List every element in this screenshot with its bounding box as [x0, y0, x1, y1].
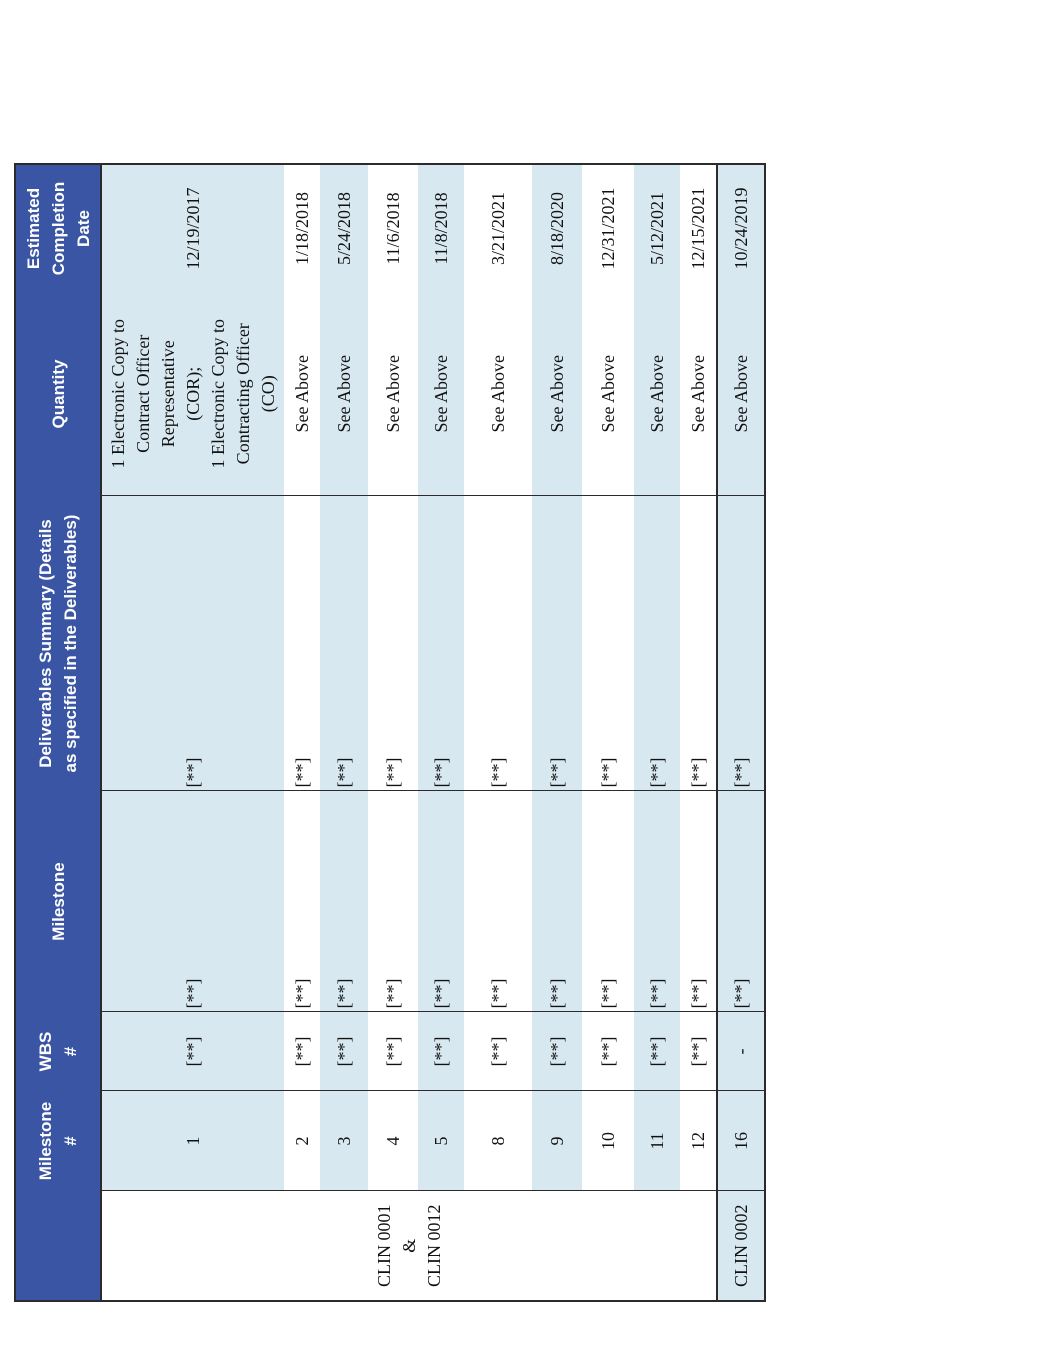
- completion-date-cell: 5/24/2018: [320, 164, 368, 292]
- milestone-number-cell: 2: [284, 1091, 320, 1191]
- deliverables-cell: [**]: [101, 496, 284, 791]
- milestone-cell: [**]: [101, 791, 284, 1012]
- wbs-cell: [**]: [368, 1012, 418, 1091]
- completion-date-cell: 5/12/2021: [634, 164, 680, 292]
- milestone-number-cell: 3: [320, 1091, 368, 1191]
- milestone-cell: [**]: [284, 791, 320, 1012]
- deliverables-cell: [**]: [284, 496, 320, 791]
- wbs-cell: [**]: [464, 1012, 532, 1091]
- completion-date-cell: 11/8/2018: [418, 164, 464, 292]
- table-row: CLIN 0001 & CLIN 0012 1 [**] [**] [**] 1…: [101, 164, 717, 1301]
- table-row: 5 [**] [**] [**] See Above 11/8/2018: [418, 164, 464, 1301]
- wbs-cell: [**]: [320, 1012, 368, 1091]
- rotated-table-wrapper: Milestone # WBS # Milestone Deliverables…: [14, 163, 766, 1302]
- deliverables-cell: [**]: [532, 496, 582, 791]
- wbs-cell: [**]: [680, 1012, 717, 1091]
- wbs-cell: [**]: [101, 1012, 284, 1091]
- wbs-cell: [**]: [284, 1012, 320, 1091]
- table-row: 3 [**] [**] [**] See Above 5/24/2018: [320, 164, 368, 1301]
- deliverables-cell: [**]: [680, 496, 717, 791]
- milestone-number-cell: 5: [418, 1091, 464, 1191]
- milestone-cell: [**]: [680, 791, 717, 1012]
- deliverables-schedule-table: Milestone # WBS # Milestone Deliverables…: [14, 163, 766, 1302]
- table-row: 11 [**] [**] [**] See Above 5/12/2021: [634, 164, 680, 1301]
- quantity-cell: See Above: [368, 292, 418, 496]
- quantity-cell: See Above: [464, 292, 532, 496]
- quantity-cell: See Above: [717, 292, 765, 496]
- header-milestone-number: Milestone #: [15, 1091, 101, 1191]
- milestone-number-cell: 9: [532, 1091, 582, 1191]
- milestone-number-cell: 8: [464, 1091, 532, 1191]
- completion-date-cell: 8/18/2020: [532, 164, 582, 292]
- header-deliverables-summary: Deliverables Summary (Details as specifi…: [15, 496, 101, 791]
- milestone-cell: [**]: [368, 791, 418, 1012]
- header-quantity: Quantity: [15, 292, 101, 496]
- completion-date-cell: 10/24/2019: [717, 164, 765, 292]
- wbs-cell: [**]: [418, 1012, 464, 1091]
- quantity-cell: See Above: [582, 292, 634, 496]
- milestone-cell: [**]: [717, 791, 765, 1012]
- table-row: 12 [**] [**] [**] See Above 12/15/2021: [680, 164, 717, 1301]
- milestone-cell: [**]: [532, 791, 582, 1012]
- header-estimated-completion-date: Estimated Completion Date: [15, 164, 101, 292]
- milestone-cell: [**]: [634, 791, 680, 1012]
- deliverables-cell: [**]: [368, 496, 418, 791]
- milestone-cell: [**]: [418, 791, 464, 1012]
- milestone-number-cell: 16: [717, 1091, 765, 1191]
- clin-cell: CLIN 0002: [717, 1191, 765, 1301]
- clin-group-cell: CLIN 0001 & CLIN 0012: [101, 1191, 717, 1301]
- quantity-cell: See Above: [680, 292, 717, 496]
- milestone-number-cell: 11: [634, 1091, 680, 1191]
- milestone-cell: [**]: [464, 791, 532, 1012]
- milestone-number-cell: 10: [582, 1091, 634, 1191]
- milestone-cell: [**]: [320, 791, 368, 1012]
- completion-date-cell: 11/6/2018: [368, 164, 418, 292]
- table-row: 4 [**] [**] [**] See Above 11/6/2018: [368, 164, 418, 1301]
- header-row: Milestone # WBS # Milestone Deliverables…: [15, 164, 101, 1301]
- quantity-cell: See Above: [418, 292, 464, 496]
- completion-date-cell: 12/31/2021: [582, 164, 634, 292]
- deliverables-cell: [**]: [320, 496, 368, 791]
- wbs-cell: -: [717, 1012, 765, 1091]
- completion-date-cell: 3/21/2021: [464, 164, 532, 292]
- quantity-cell: 1 Electronic Copy to Contract Officer Re…: [101, 292, 284, 496]
- header-milestone: Milestone: [15, 791, 101, 1012]
- quantity-cell: See Above: [532, 292, 582, 496]
- quantity-cell: See Above: [320, 292, 368, 496]
- milestone-cell: [**]: [582, 791, 634, 1012]
- deliverables-cell: [**]: [717, 496, 765, 791]
- completion-date-cell: 12/15/2021: [680, 164, 717, 292]
- table-row: 2 [**] [**] [**] See Above 1/18/2018: [284, 164, 320, 1301]
- completion-date-cell: 1/18/2018: [284, 164, 320, 292]
- wbs-cell: [**]: [532, 1012, 582, 1091]
- wbs-cell: [**]: [582, 1012, 634, 1091]
- milestone-number-cell: 4: [368, 1091, 418, 1191]
- milestone-number-cell: 1: [101, 1091, 284, 1191]
- header-wbs-number: WBS #: [15, 1012, 101, 1091]
- quantity-cell: See Above: [284, 292, 320, 496]
- deliverables-cell: [**]: [418, 496, 464, 791]
- completion-date-cell: 12/19/2017: [101, 164, 284, 292]
- quantity-cell: See Above: [634, 292, 680, 496]
- header-clin-blank: [15, 1191, 101, 1301]
- table-row: 9 [**] [**] [**] See Above 8/18/2020: [532, 164, 582, 1301]
- milestone-number-cell: 12: [680, 1091, 717, 1191]
- deliverables-cell: [**]: [582, 496, 634, 791]
- deliverables-cell: [**]: [464, 496, 532, 791]
- table-row: CLIN 0002 16 - [**] [**] See Above 10/24…: [717, 164, 765, 1301]
- table-row: 8 [**] [**] [**] See Above 3/21/2021: [464, 164, 532, 1301]
- deliverables-cell: [**]: [634, 496, 680, 791]
- wbs-cell: [**]: [634, 1012, 680, 1091]
- table-row: 10 [**] [**] [**] See Above 12/31/2021: [582, 164, 634, 1301]
